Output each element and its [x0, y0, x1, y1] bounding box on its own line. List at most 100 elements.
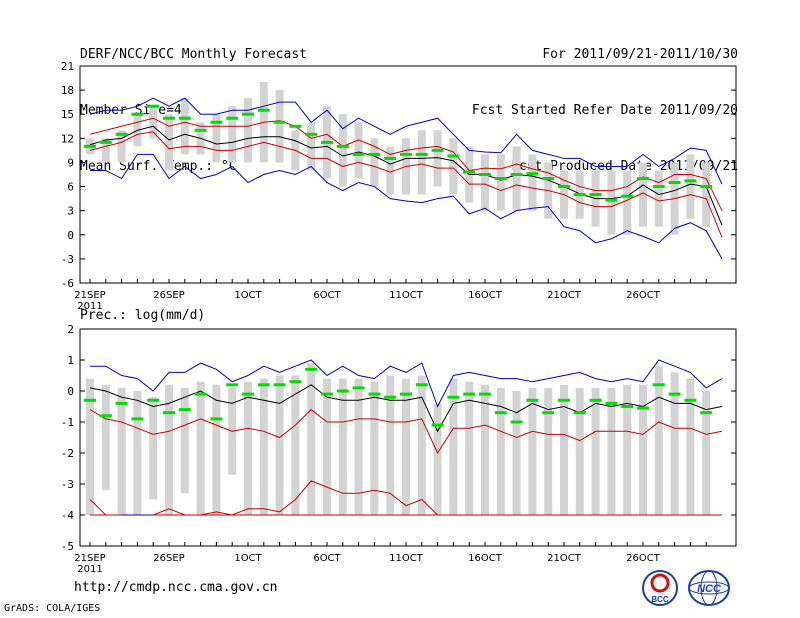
prec-median-marker [384, 395, 397, 399]
temp-ytick-label: 9 [67, 156, 74, 169]
prec-median-marker [305, 367, 318, 371]
prec-median-marker [621, 405, 634, 408]
temp-median-marker [321, 140, 333, 144]
temp-median-marker [447, 154, 460, 158]
prec-box [307, 363, 316, 515]
prec-panel-title: Prec.: log(mm/d) [80, 308, 206, 323]
prec-ytick-label: -2 [61, 447, 74, 460]
temp-median-marker [605, 198, 618, 202]
temp-mean-line [89, 125, 723, 226]
temp-median-marker [621, 194, 634, 198]
temp-box [354, 122, 363, 179]
temp-median-marker [226, 116, 239, 120]
temp-median-marker [289, 124, 302, 128]
temp-median-marker [573, 193, 586, 197]
temp-lower-line [89, 131, 723, 238]
temp-median-marker [637, 177, 649, 181]
prec-box [386, 375, 395, 515]
prec-ytick-label: 2 [67, 323, 74, 336]
prec-box [528, 387, 537, 515]
prec-box [417, 375, 426, 515]
temp-median-marker [400, 152, 412, 156]
prec-median-marker [226, 383, 239, 387]
temp-ytick-label: 18 [61, 84, 74, 97]
temp-frame [79, 65, 737, 284]
temp-min-line [90, 153, 723, 260]
prec-median-marker [163, 411, 175, 415]
header-right: For 2011/09/21-2011/10/30 Fcst Started R… [472, 10, 738, 196]
temp-median-marker [510, 173, 523, 176]
temp-ytick-label: 6 [67, 181, 74, 194]
prec-median-marker [115, 401, 128, 405]
ncc-logo-text: NCC [697, 583, 722, 595]
prec-median-marker [273, 383, 286, 387]
prec-median-marker [147, 398, 160, 402]
temp-median-marker [700, 185, 713, 189]
temp-xtick-label: 26SEP [153, 290, 184, 301]
temp-xtick-label: 6OCT [313, 290, 341, 301]
temp-median-marker [210, 120, 223, 124]
temp-box [117, 130, 126, 163]
prec-box [607, 387, 616, 515]
temp-median-marker [415, 152, 428, 156]
temp-box [149, 106, 158, 139]
prec-box [465, 381, 474, 515]
prec-median-marker [321, 392, 333, 396]
prec-median-marker [336, 389, 349, 393]
prec-box [481, 384, 489, 515]
fcst-started-date: Fcst Started Refer Date 2011/09/20 [471, 103, 738, 118]
prec-xtick-label: 6OCT [313, 553, 341, 564]
temp-median-marker [684, 179, 697, 183]
prec-box [338, 378, 347, 515]
prec-median-marker [573, 411, 586, 415]
prec-box [133, 391, 142, 515]
prec-median-marker [194, 392, 207, 396]
prec-box [323, 378, 331, 515]
temp-median-marker [479, 173, 491, 176]
temp-year-label: 2011 [77, 301, 102, 312]
prec-box [702, 391, 711, 515]
temp-xtick-label: 11OCT [389, 290, 424, 301]
temp-ytick-label: 12 [61, 132, 74, 145]
bcc-logo-text: BCC [651, 595, 669, 604]
prec-median-marker [684, 398, 697, 402]
prec-ytick-label: -1 [61, 416, 74, 429]
temp-box [228, 106, 237, 163]
temp-xtick-label: 1OCT [234, 290, 262, 301]
temp-upper-line [89, 117, 723, 211]
temp-median-marker [84, 144, 96, 148]
temp-ytick-label: 15 [61, 108, 74, 121]
prec-box [591, 387, 600, 515]
prec-median-marker [400, 392, 412, 396]
prec-ytick-label: 1 [67, 354, 74, 367]
temp-box [449, 138, 458, 195]
prec-box [402, 378, 410, 515]
forecast-period: For 2011/09/21-2011/10/30 [542, 47, 738, 62]
prec-box [149, 397, 158, 500]
prec-box [101, 384, 110, 491]
temp-median-marker [273, 120, 286, 124]
temp-median-marker [526, 172, 539, 176]
temp-median-marker [257, 108, 270, 112]
prec-median-marker [415, 383, 428, 387]
prec-year-label: 2011 [77, 564, 102, 575]
temp-median-marker [194, 128, 207, 132]
temp-median-marker [178, 116, 191, 120]
temp-median-marker [147, 104, 160, 108]
prec-box [291, 375, 300, 515]
temp-median-marker [652, 185, 665, 189]
prec-box [275, 375, 284, 515]
temp-median-marker [589, 193, 602, 197]
temp-median-marker [384, 156, 397, 160]
prec-ytick-label: 0 [67, 385, 74, 398]
prec-xtick-label: 1OCT [234, 553, 262, 564]
temp-box [702, 162, 711, 227]
prec-median-marker [84, 398, 96, 402]
temp-xtick-label: 16OCT [468, 290, 503, 301]
prec-box [86, 378, 94, 515]
temp-median-marker [431, 148, 444, 152]
temp-box [496, 154, 505, 211]
footer-url[interactable]: http://cmdp.ncc.cma.gov.cn [74, 580, 278, 595]
temp-median-marker [131, 112, 144, 116]
